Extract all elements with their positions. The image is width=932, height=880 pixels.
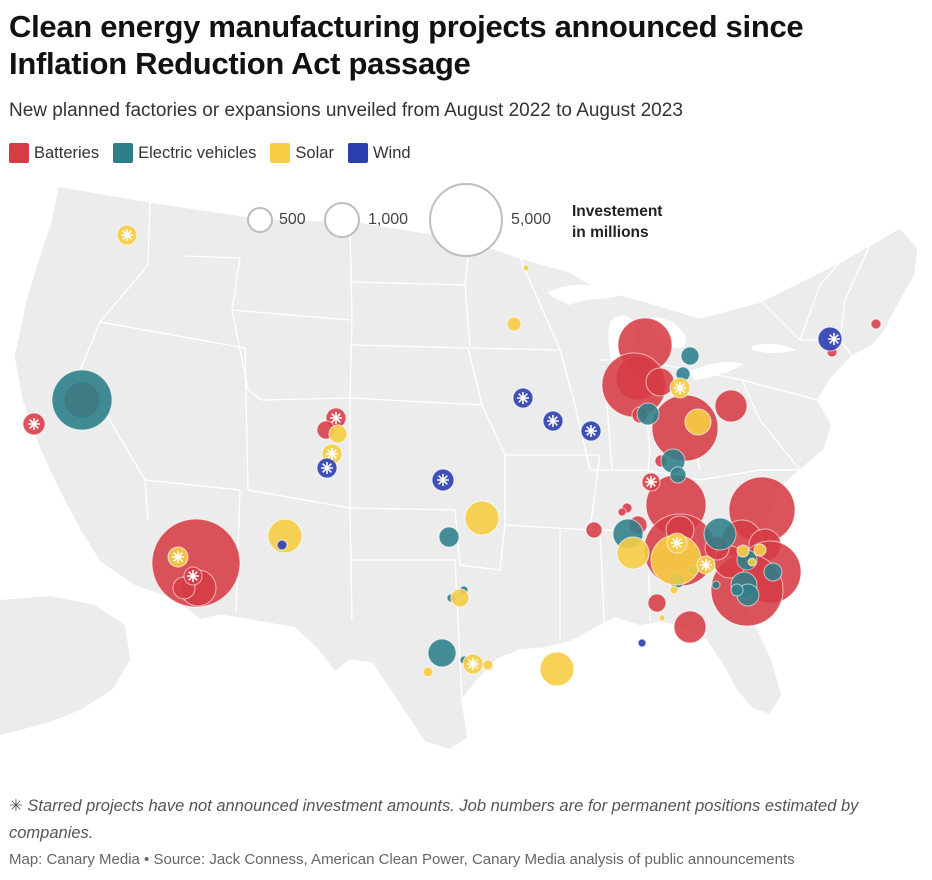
solar-swatch xyxy=(270,143,291,163)
us-map xyxy=(0,183,919,751)
great-lakes xyxy=(548,284,796,380)
category-legend: Batteries Electric vehicles Solar Wind xyxy=(9,143,425,163)
chart-title: Clean energy manufacturing projects anno… xyxy=(9,9,804,81)
solar-project xyxy=(616,536,650,570)
size-legend-circle-1000 xyxy=(324,202,360,238)
ev-project xyxy=(636,402,660,426)
battery-project xyxy=(617,507,627,517)
wind-project xyxy=(276,539,288,551)
size-legend-label-1000: 1,000 xyxy=(368,211,409,228)
solar-project xyxy=(736,544,750,558)
star-marker xyxy=(320,461,334,475)
legend-label-wind: Wind xyxy=(372,143,411,162)
solar-project xyxy=(684,408,712,436)
legend-label-solar: Solar xyxy=(295,143,334,162)
solar-project xyxy=(482,659,494,671)
size-legend-label-5000: 5,000 xyxy=(511,211,552,228)
footnote-text: Starred projects have not announced inve… xyxy=(9,797,859,842)
size-legend-label-500: 500 xyxy=(279,211,306,228)
ev-project xyxy=(427,638,457,668)
ev-project xyxy=(680,346,700,366)
electric-vehicles-swatch xyxy=(113,143,134,163)
star-note-icon: ✳ xyxy=(9,797,23,815)
solar-project xyxy=(464,500,500,536)
star-marker xyxy=(516,391,530,405)
size-legend-circle-5000 xyxy=(429,183,503,257)
footnote: ✳ Starred projects have not announced in… xyxy=(9,793,924,847)
wind-projects xyxy=(276,326,843,648)
solar-project xyxy=(753,543,767,557)
chart-subtitle: New planned factories or expansions unve… xyxy=(9,100,683,121)
source-credit: Map: Canary Media • Source: Jack Conness… xyxy=(9,851,795,868)
star-marker xyxy=(329,411,343,425)
legend-item-electric-vehicles: Electric vehicles xyxy=(113,143,256,163)
wind-project xyxy=(637,638,647,648)
legend-label-batteries: Batteries xyxy=(34,143,100,162)
size-legend-circle-500 xyxy=(247,207,273,233)
wind-swatch xyxy=(347,143,368,163)
battery-project xyxy=(870,318,882,330)
solar-project xyxy=(747,557,757,567)
battery-project xyxy=(647,593,667,613)
legend-item-solar: Solar xyxy=(270,143,334,163)
ev-project xyxy=(763,562,783,582)
solar-project xyxy=(669,585,679,595)
legend-label-electric-vehicles: Electric vehicles xyxy=(138,143,257,162)
battery-project xyxy=(714,389,748,423)
battery-project xyxy=(645,367,675,397)
star-marker xyxy=(699,558,713,572)
solar-project xyxy=(658,614,666,622)
star-marker xyxy=(644,475,658,489)
star-marker xyxy=(120,228,134,242)
star-marker xyxy=(827,332,841,346)
legend-item-wind: Wind xyxy=(347,143,411,163)
size-legend-circles xyxy=(247,183,503,257)
solar-project xyxy=(539,651,575,687)
batteries-swatch xyxy=(9,143,29,163)
solar-project xyxy=(506,316,522,332)
ev-project xyxy=(711,580,721,590)
battery-project xyxy=(585,521,603,539)
ev-project xyxy=(51,369,113,431)
solar-project xyxy=(450,588,470,608)
star-marker xyxy=(584,424,598,438)
star-marker xyxy=(27,417,41,431)
solar-project xyxy=(522,264,530,272)
size-legend-title: Investement in millions xyxy=(572,201,702,243)
us-landmass xyxy=(13,185,919,751)
ev-project xyxy=(730,583,744,597)
star-marker xyxy=(546,414,560,428)
star-marker xyxy=(436,473,450,487)
battery-project xyxy=(673,610,707,644)
legend-item-batteries: Batteries xyxy=(9,143,99,163)
solar-projects xyxy=(116,224,767,687)
size-legend-title-line2: in millions xyxy=(572,224,649,241)
star-marker xyxy=(466,657,480,671)
ev-project xyxy=(438,526,460,548)
size-legend-title-line1: Investement xyxy=(572,203,663,220)
solar-project xyxy=(422,666,434,678)
star-marker xyxy=(186,569,200,583)
alaska-fragment xyxy=(0,596,130,735)
ev-project xyxy=(703,517,737,551)
star-marker xyxy=(670,536,684,550)
solar-project xyxy=(267,518,303,554)
star-marker xyxy=(325,447,339,461)
solar-project xyxy=(328,424,348,444)
ev-project xyxy=(669,466,687,484)
star-marker xyxy=(171,550,185,564)
star-marker xyxy=(673,381,687,395)
